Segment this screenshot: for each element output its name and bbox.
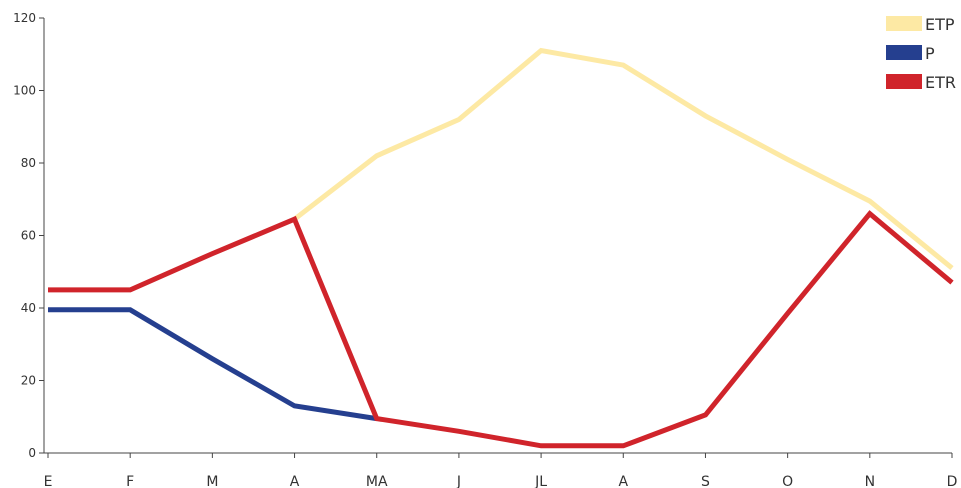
y-tick-label: 80	[21, 156, 36, 170]
legend: ETP P ETR	[886, 15, 956, 92]
legend-label-p: P	[925, 44, 935, 63]
y-axis: 0 20 40 60 80 100 120	[13, 11, 45, 460]
series-layer	[48, 47, 954, 449]
x-tick-label: O	[782, 474, 793, 488]
series-line-etr	[48, 210, 954, 449]
x-tick-label: F	[126, 474, 134, 488]
series-line-etp	[292, 47, 954, 271]
legend-swatch-p	[886, 45, 922, 60]
x-tick-label: N	[865, 474, 875, 488]
legend-label-etp: ETP	[925, 15, 955, 34]
x-tick-label: MA	[366, 474, 388, 488]
x-tick-label: JL	[534, 474, 547, 488]
legend-label-etr: ETR	[925, 73, 956, 92]
y-tick-label: 0	[28, 446, 36, 460]
y-tick-label: 120	[13, 11, 36, 25]
x-tick-label: J	[456, 474, 461, 488]
x-axis: E F M A MA J JL A S O N D	[44, 452, 958, 488]
x-tick-label: E	[44, 474, 53, 488]
x-tick-label: M	[206, 474, 218, 488]
y-tick-label: 40	[21, 301, 36, 315]
x-tick-label: A	[618, 474, 628, 488]
legend-swatch-etr	[886, 74, 922, 89]
x-tick-label: D	[947, 474, 958, 488]
y-tick-label: 100	[13, 84, 36, 98]
series-line-p	[48, 307, 378, 422]
y-tick-label: 60	[21, 229, 36, 243]
legend-swatch-etp	[886, 16, 922, 31]
x-tick-label: A	[290, 474, 300, 488]
x-tick-label: S	[701, 474, 710, 488]
y-tick-label: 20	[21, 374, 36, 388]
